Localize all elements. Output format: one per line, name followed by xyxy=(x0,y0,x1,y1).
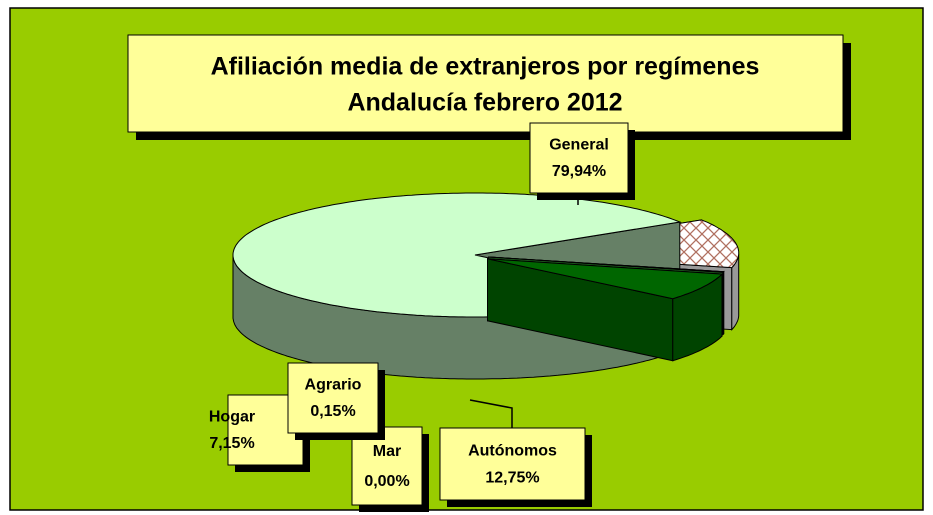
title-box xyxy=(127,34,844,133)
label-box xyxy=(529,122,629,194)
leader-line xyxy=(469,399,513,428)
label-name: Autónomos xyxy=(468,442,557,459)
slice-top xyxy=(488,256,725,273)
label-value: 0,15% xyxy=(310,403,355,420)
label-name: Mar xyxy=(373,443,401,460)
label-value: 12,75% xyxy=(485,470,539,487)
label-name: Hogar xyxy=(209,409,255,426)
labels: General 79,94% Autónomos 12,75% Mar 0,00% Hoga… xyxy=(209,122,635,512)
label-box xyxy=(439,427,586,501)
label-value: 7,15% xyxy=(209,435,254,452)
chart-title: Afiliación media de extranjeros por regí… xyxy=(211,53,760,81)
label-value: 79,94% xyxy=(552,163,606,180)
label-value: 0,00% xyxy=(364,473,409,490)
slice-wall xyxy=(722,270,725,336)
pie xyxy=(232,192,740,380)
label-name: Agrario xyxy=(305,377,362,394)
label-name: General xyxy=(549,137,609,154)
slice-top xyxy=(487,258,724,300)
chart-subtitle: Andalucía febrero 2012 xyxy=(347,89,622,117)
label-box xyxy=(287,362,379,434)
